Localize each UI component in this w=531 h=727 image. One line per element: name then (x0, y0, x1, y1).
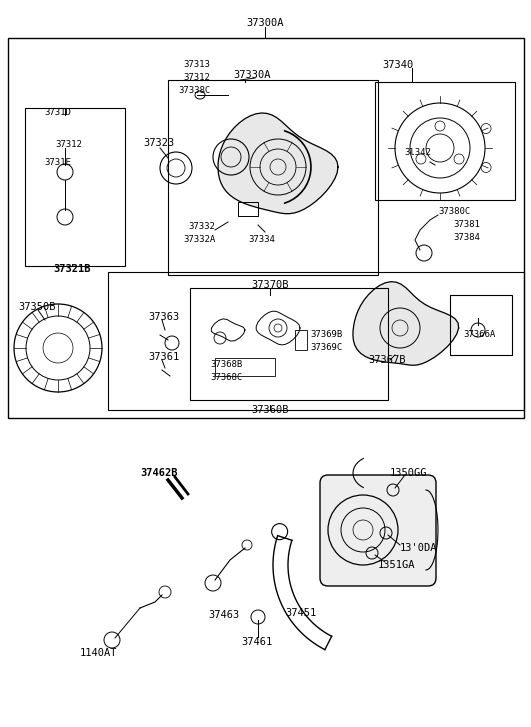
Bar (238, 202, 258, 216)
Text: 37367B: 37367B (368, 355, 406, 365)
Text: 37451: 37451 (285, 608, 316, 618)
Text: 37350B: 37350B (18, 302, 56, 312)
Text: 37463: 37463 (208, 610, 239, 620)
Bar (108, 272, 524, 410)
Text: 1350GG: 1350GG (390, 468, 427, 478)
Bar (190, 288, 388, 400)
Text: 37330A: 37330A (233, 70, 270, 80)
Bar (25, 108, 125, 266)
Text: 37300A: 37300A (246, 18, 284, 28)
Text: 37312: 37312 (55, 140, 82, 149)
Text: 37380C: 37380C (438, 207, 470, 216)
Text: 37361: 37361 (148, 352, 179, 362)
Text: 3731E: 3731E (44, 158, 71, 167)
Text: 13'0DA: 13'0DA (400, 543, 438, 553)
Text: 3l342: 3l342 (404, 148, 431, 157)
FancyBboxPatch shape (320, 475, 436, 586)
Bar (8, 38, 524, 418)
Text: 37369C: 37369C (310, 343, 342, 352)
Text: 37321B: 37321B (53, 264, 91, 274)
Text: 37370B: 37370B (251, 280, 289, 290)
Text: 37369B: 37369B (310, 330, 342, 339)
Bar (215, 358, 275, 376)
Text: 37363: 37363 (148, 312, 179, 322)
Text: 37334: 37334 (248, 235, 275, 244)
Text: 37332: 37332 (188, 222, 215, 231)
Text: 37323: 37323 (143, 138, 174, 148)
Text: 37313: 37313 (183, 60, 210, 69)
Bar (375, 82, 515, 200)
Text: 37360B: 37360B (251, 405, 289, 415)
Bar (295, 330, 307, 350)
Bar (450, 295, 512, 355)
Text: 37312: 37312 (183, 73, 210, 82)
Bar (168, 80, 378, 275)
Text: 37332A: 37332A (183, 235, 215, 244)
Text: 3731D: 3731D (44, 108, 71, 117)
Text: 37461: 37461 (242, 637, 272, 647)
Text: 37462B: 37462B (140, 468, 177, 478)
Text: 1140AT: 1140AT (80, 648, 117, 658)
Polygon shape (218, 113, 338, 214)
Text: 37368B: 37368B (210, 360, 242, 369)
Text: 37384: 37384 (453, 233, 480, 242)
Text: 37381: 37381 (453, 220, 480, 229)
Polygon shape (353, 281, 459, 365)
Text: 37366A: 37366A (463, 330, 495, 339)
Text: 1351GA: 1351GA (378, 560, 415, 570)
Text: 37368C: 37368C (210, 373, 242, 382)
Text: 37338C: 37338C (178, 86, 210, 95)
Text: 37340: 37340 (382, 60, 413, 70)
